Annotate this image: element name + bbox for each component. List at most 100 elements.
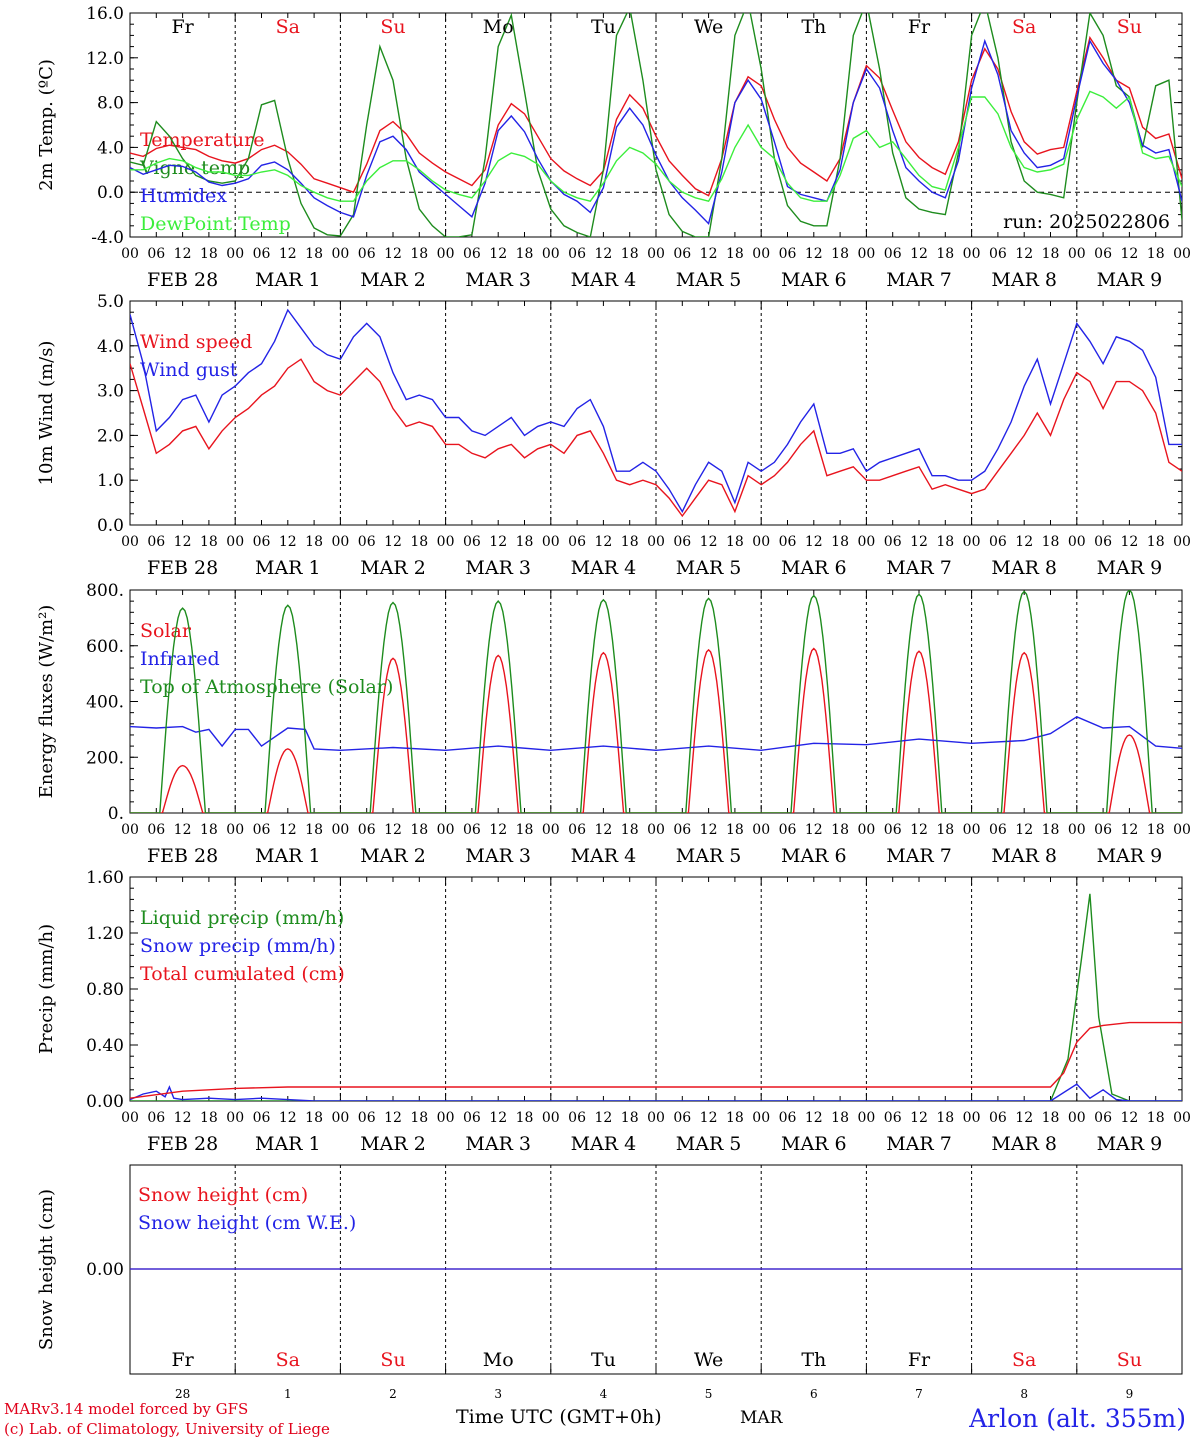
x-hour-label: 12: [594, 246, 612, 262]
x-hour-label: 00: [857, 246, 875, 262]
x-hour-label: 12: [384, 246, 402, 262]
x-hour-label: 00: [121, 534, 139, 550]
y-tick-label: 0.0: [97, 183, 124, 203]
x-hour-label: 00: [121, 822, 139, 838]
x-hour-label: 18: [831, 1110, 849, 1126]
weekday-label: Su: [1117, 1349, 1142, 1371]
x-date-label: MAR 6: [781, 269, 847, 291]
y-axis-label-4: Precip (mm/h): [36, 924, 57, 1054]
x-hour-label: 06: [673, 822, 691, 838]
x-hour-label: 06: [358, 822, 376, 838]
x-hour-label: 12: [1015, 1110, 1033, 1126]
x-hour-label: 12: [910, 1110, 928, 1126]
x-hour-label: 18: [305, 1110, 323, 1126]
x-date-label: MAR 5: [676, 845, 742, 867]
x-date-label: MAR 2: [360, 1133, 426, 1155]
y-tick-label: 2.0: [97, 426, 124, 446]
x-date-label: MAR 3: [465, 845, 531, 867]
x-hour-label: 18: [516, 822, 534, 838]
x-hour-label: 00: [121, 1110, 139, 1126]
y-tick-label: 4.0: [97, 337, 124, 357]
x-hour-label: 12: [700, 534, 718, 550]
day-number-label: 4: [600, 1387, 608, 1401]
x-hour-label: 12: [805, 1110, 823, 1126]
x-hour-label: 18: [200, 822, 218, 838]
x-date-label: FEB 28: [147, 1133, 218, 1155]
x-hour-label: 18: [621, 822, 639, 838]
day-number-label: 3: [494, 1387, 502, 1401]
x-hour-label: 18: [621, 534, 639, 550]
lab-credit: (c) Lab. of Climatology, University of L…: [4, 1420, 330, 1438]
x-hour-label: 06: [1094, 1110, 1112, 1126]
day-number-label: 7: [915, 1387, 923, 1401]
x-hour-label: 06: [568, 246, 586, 262]
x-date-label: MAR 3: [465, 557, 531, 579]
x-hour-label: 12: [489, 1110, 507, 1126]
weekday-label: Fr: [171, 1349, 194, 1371]
x-hour-label: 00: [1068, 534, 1086, 550]
x-hour-label: 00: [331, 822, 349, 838]
y-tick-label: 0.80: [86, 980, 124, 1000]
legend-entry: Snow height (cm W.E.): [138, 1212, 356, 1234]
x-hour-label: 18: [410, 246, 428, 262]
x-hour-label: 06: [253, 1110, 271, 1126]
series-line-top-of-atmosphere-solar-: [130, 590, 1182, 813]
x-hour-label: 12: [1120, 1110, 1138, 1126]
y-tick-label: 8.0: [97, 94, 124, 114]
x-hour-label: 00: [857, 822, 875, 838]
series-line-infrared: [130, 716, 1182, 752]
model-credit: MARv3.14 model forced by GFS: [4, 1400, 249, 1418]
x-date-label: MAR 6: [781, 845, 847, 867]
legend-entry: Liquid precip (mm/h): [140, 907, 344, 929]
x-hour-label: 18: [831, 822, 849, 838]
run-label: run: 2025022806: [1003, 211, 1170, 233]
weekday-label: Th: [801, 1349, 826, 1371]
x-hour-label: 00: [226, 822, 244, 838]
y-tick-label: 1.60: [86, 868, 124, 888]
x-hour-label: 18: [305, 534, 323, 550]
x-hour-label: 06: [1094, 534, 1112, 550]
legend-entry: Vigne temp: [139, 157, 250, 179]
x-hour-label: 06: [779, 246, 797, 262]
x-hour-label: 06: [989, 246, 1007, 262]
legend-entry: Infrared: [140, 648, 220, 670]
panel-frame-1: [129, 12, 1183, 238]
y-tick-label: 0.: [108, 804, 124, 824]
legend-entry: Wind gust: [140, 359, 238, 381]
x-hour-label: 00: [331, 1110, 349, 1126]
x-hour-label: 12: [384, 822, 402, 838]
x-hour-label: 12: [1015, 246, 1033, 262]
series-line-temperature: [130, 35, 1182, 197]
x-date-label: MAR 9: [1097, 845, 1163, 867]
x-hour-label: 06: [358, 1110, 376, 1126]
x-hour-label: 06: [253, 534, 271, 550]
series-line-snow-precip-mm-h-: [130, 1083, 1182, 1101]
x-hour-label: 18: [410, 822, 428, 838]
x-hour-label: 12: [384, 534, 402, 550]
x-hour-label: 06: [779, 822, 797, 838]
x-hour-label: 12: [910, 534, 928, 550]
y-tick-label: 16.0: [86, 4, 124, 24]
x-hour-label: 00: [542, 246, 560, 262]
x-date-label: MAR 2: [360, 845, 426, 867]
series-line-dewpoint-temp: [130, 90, 1182, 203]
x-hour-label: 06: [989, 1110, 1007, 1126]
x-hour-label: 06: [673, 534, 691, 550]
day-number-label: 1: [284, 1387, 292, 1401]
x-date-label: MAR 9: [1097, 269, 1163, 291]
x-hour-label: 00: [1068, 246, 1086, 262]
x-hour-label: 12: [1120, 822, 1138, 838]
x-hour-label: 00: [331, 534, 349, 550]
x-hour-label: 18: [200, 534, 218, 550]
x-date-label: MAR 3: [465, 269, 531, 291]
x-hour-label: 06: [358, 246, 376, 262]
y-tick-label: 0.40: [86, 1036, 124, 1056]
x-date-label: MAR 8: [991, 845, 1057, 867]
x-date-label: MAR 8: [991, 1133, 1057, 1155]
legend-entry: Snow height (cm): [138, 1184, 308, 1206]
weekday-label: Th: [801, 16, 826, 38]
x-hour-label: 18: [1147, 246, 1165, 262]
x-date-label: MAR 3: [465, 1133, 531, 1155]
x-hour-label: 00: [647, 534, 665, 550]
x-hour-label: 18: [1147, 1110, 1165, 1126]
